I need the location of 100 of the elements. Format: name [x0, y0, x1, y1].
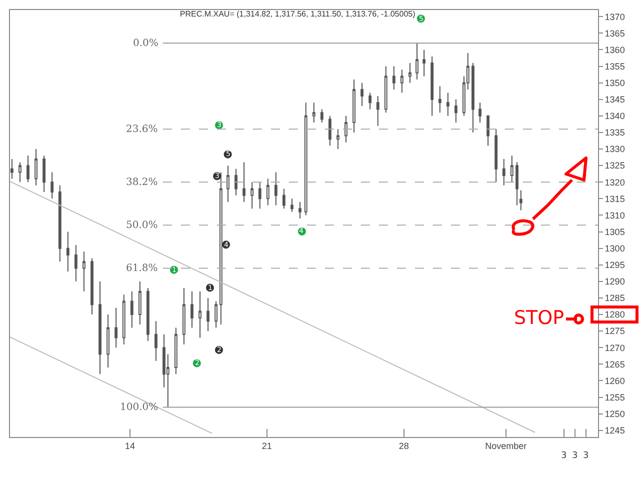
y-tick-label: 1330 [604, 144, 625, 154]
x-tick-label: 28 [398, 440, 409, 451]
candlestick [106, 314, 110, 368]
y-tick-label: 1360 [604, 44, 625, 55]
chart-title: PREC.M.XAU= (1,314.82, 1,317.56, 1,311.50, 1,313.76, -1.05005) [180, 10, 416, 19]
y-tick-label: 1350 [604, 78, 625, 88]
candlestick [422, 49, 426, 77]
y-tick-label: 1285 [604, 293, 625, 304]
candlestick [258, 182, 262, 210]
text: 3 [561, 451, 567, 461]
candlestick [226, 165, 230, 202]
y-tick-label: 1255 [604, 392, 625, 402]
candlestick [328, 115, 332, 146]
y-tick-label: 1265 [604, 359, 625, 370]
candlestick [206, 297, 210, 332]
y-tick-label: 1300 [604, 243, 625, 254]
x-tick-label: 14 [124, 440, 135, 451]
y-tick-label: 1245 [604, 426, 625, 436]
candlestick [478, 102, 482, 124]
y-tick-label: 1310 [604, 210, 625, 220]
candlestick [336, 128, 340, 150]
annotation: 50.0% [126, 220, 158, 231]
candlestick [446, 92, 450, 116]
y-tick-label: 1275 [604, 326, 625, 336]
candlestick [304, 102, 308, 216]
x-tick-label: November [485, 440, 527, 451]
y-tick-label: 1290 [604, 276, 625, 287]
candlestick [408, 62, 412, 84]
candlestick [376, 96, 380, 126]
candlestick [486, 115, 490, 146]
y-tick-label: 1250 [604, 408, 625, 419]
candlestick [122, 294, 126, 345]
candlestick [250, 182, 254, 210]
candlestick [26, 155, 30, 183]
annotation: STOP [514, 307, 564, 329]
candlestick [234, 168, 238, 196]
y-tick-label: 1325 [604, 160, 625, 171]
annotation: 100.0% [120, 402, 158, 413]
y-tick-label: 1280 [604, 310, 625, 320]
y-tick-label: 1335 [604, 128, 625, 138]
candlestick [10, 158, 14, 180]
candlestick [312, 102, 316, 124]
candlestick [58, 184, 62, 262]
candlestick [214, 300, 218, 328]
y-tick-label: 1345 [604, 94, 625, 105]
candlestick [198, 290, 202, 338]
candlestick [494, 128, 498, 183]
y-tick-label: 1320 [604, 177, 625, 188]
candlestick [274, 172, 278, 206]
candlestick [510, 155, 514, 183]
candlestick [516, 162, 518, 206]
candlestick [400, 69, 404, 94]
annotation: 23.6% [126, 124, 158, 135]
candlestick [352, 79, 356, 133]
y-tick-label: 1370 [604, 12, 625, 22]
candlestick [344, 115, 348, 143]
y-tick-label: 1355 [604, 61, 625, 72]
y-tick-label: 1270 [604, 342, 625, 353]
candlestick [298, 201, 302, 220]
y-tick-label: 1340 [604, 111, 625, 122]
candlestick [130, 290, 134, 328]
candlestick [438, 86, 442, 114]
candlestick [416, 42, 418, 80]
candlestick [146, 288, 150, 342]
annotation: 38.2% [126, 177, 158, 188]
candlestick [360, 82, 364, 106]
y-tick-label: 1295 [604, 260, 625, 270]
candlestick [454, 98, 458, 124]
candlestick [50, 172, 54, 200]
candlestick [282, 188, 286, 210]
candlestick [290, 198, 294, 212]
candlestick [42, 155, 46, 193]
x-tick-label: 21 [262, 440, 272, 451]
candlestick [502, 158, 506, 186]
y-tick-label: 1260 [604, 376, 625, 386]
candlestick [34, 148, 38, 186]
candlestick [82, 251, 86, 292]
candlestick [519, 190, 522, 211]
candlestick [242, 162, 246, 202]
candlestick [114, 307, 118, 348]
candlestick [219, 172, 222, 325]
candlestick [320, 108, 324, 124]
annotation: 61.8% [126, 263, 158, 274]
candlestick [74, 244, 78, 282]
candlestick [384, 66, 388, 114]
candlestick [190, 290, 194, 328]
candlestick [174, 327, 178, 375]
candlestick [66, 231, 70, 272]
candlestick [266, 178, 270, 206]
y-tick-label: 1315 [604, 194, 625, 204]
candlestick [18, 162, 22, 183]
candlestick [90, 258, 94, 316]
candlestick [138, 280, 142, 325]
candlestick [472, 62, 474, 133]
candlestick [392, 66, 396, 90]
candlestick [98, 280, 102, 375]
candlestick [368, 92, 372, 110]
text: 3 [583, 451, 589, 461]
text: 3 [572, 451, 578, 461]
annotation: 0.0% [133, 38, 158, 49]
